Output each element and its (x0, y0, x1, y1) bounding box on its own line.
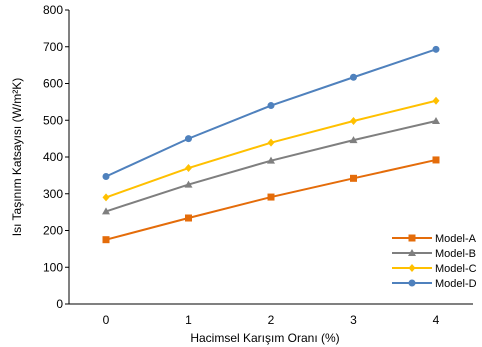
data-point (349, 136, 358, 144)
axes: 0 100 200 300 400 500 600 700 800 0 1 2 3 4 (43, 3, 473, 327)
y-tick-label: 300 (43, 187, 63, 201)
y-tick-label: 0 (56, 297, 63, 311)
data-point (185, 214, 192, 222)
series-line (105, 99, 437, 199)
series-model-c (102, 96, 440, 202)
series-model-a (102, 156, 440, 244)
y-axis-title: Isı Taşınım Katsayısı (W/m²K) (10, 78, 24, 236)
data-point (185, 164, 192, 173)
data-point (185, 135, 192, 143)
data-point (267, 156, 275, 164)
data-point (432, 116, 440, 124)
data-point (102, 172, 110, 180)
data-point (432, 156, 440, 164)
x-tick-label: 2 (268, 313, 275, 327)
data-point (350, 116, 357, 125)
data-point (102, 236, 110, 244)
x-tick-label: 1 (185, 313, 192, 327)
legend-item-model-c: Model-C (392, 263, 477, 275)
x-tick-label: 3 (350, 313, 357, 327)
legend-item-model-d: Model-D (392, 278, 477, 290)
data-point (184, 180, 193, 188)
data-point (408, 249, 416, 256)
data-point (408, 234, 416, 242)
y-tick-label: 800 (43, 3, 63, 17)
x-tick-label: 4 (433, 313, 440, 327)
y-tick-label: 500 (43, 113, 63, 127)
data-point (408, 279, 416, 287)
y-tick-label: 700 (43, 40, 63, 54)
y-tick-label: 600 (43, 77, 63, 91)
data-point (267, 138, 275, 147)
data-point (432, 96, 440, 105)
y-tick-label: 100 (43, 260, 63, 274)
legend-item-model-b: Model-B (392, 248, 476, 260)
data-point (267, 102, 275, 110)
x-tick-label: 0 (103, 313, 110, 327)
data-point (350, 73, 357, 81)
data-point (267, 193, 275, 201)
data-point (350, 174, 357, 182)
legend-label: Model-B (435, 248, 476, 260)
y-tick-label: 400 (43, 150, 63, 164)
data-point (102, 193, 110, 202)
y-tick-label: 200 (43, 224, 63, 238)
legend-label: Model-C (435, 263, 477, 275)
series-layer (102, 45, 440, 244)
series-model-d (102, 45, 440, 180)
legend: Model-A Model-B Model-C Model-D (392, 233, 477, 290)
series-model-b (102, 116, 440, 215)
legend-label: Model-D (435, 278, 477, 290)
legend-item-model-a: Model-A (392, 233, 477, 245)
data-point (102, 207, 110, 215)
legend-label: Model-A (435, 233, 477, 245)
x-axis-title: Hacimsel Karışım Oranı (%) (190, 331, 339, 345)
data-point (432, 45, 440, 53)
data-point (408, 264, 416, 272)
